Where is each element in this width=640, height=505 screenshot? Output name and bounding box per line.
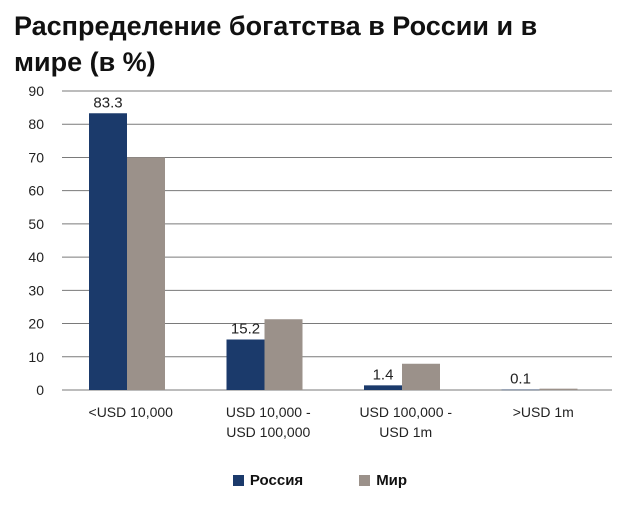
x-category-label-1: USD 10,000 -USD 100,000 [226, 404, 311, 440]
legend-label-world: Мир [376, 472, 408, 489]
bar-world-3 [539, 388, 578, 390]
data-label-russia-3: 0.1 [510, 371, 531, 388]
y-tick-label-80: 80 [28, 116, 44, 132]
y-tick-label-60: 60 [28, 183, 44, 199]
y-tick-label-30: 30 [28, 282, 44, 298]
bar-world-1 [264, 319, 303, 390]
bar-russia-0 [89, 113, 127, 391]
y-tick-label-90: 90 [28, 83, 44, 99]
chart-title: Распределение богатства в России и в мир… [14, 11, 538, 77]
data-label-russia-0: 83.3 [93, 94, 122, 111]
y-tick-label-50: 50 [28, 216, 44, 232]
x-category-label-2: USD 100,000 -USD 1m [359, 404, 452, 440]
bar-russia-1 [226, 339, 265, 390]
bar-world-0 [127, 157, 165, 390]
y-tick-label-20: 20 [28, 316, 44, 332]
legend-swatch-world [359, 475, 371, 486]
y-tick-label-70: 70 [28, 149, 44, 165]
y-tick-label-10: 10 [28, 349, 44, 365]
bar-russia-2 [364, 385, 402, 390]
x-category-label-3: >USD 1m [513, 404, 574, 420]
chart-legend: Россия Мир [0, 472, 640, 489]
bar-world-2 [402, 363, 440, 390]
legend-item-russia: Россия [232, 472, 304, 489]
data-label-russia-2: 1.4 [373, 366, 394, 383]
legend-item-world: Мир [359, 472, 407, 489]
y-tick-label-40: 40 [28, 249, 44, 265]
x-category-label-0: <USD 10,000 [89, 404, 174, 420]
data-label-russia-1: 15.2 [231, 321, 260, 338]
y-tick-label-0: 0 [36, 382, 44, 398]
legend-swatch-russia [232, 475, 244, 486]
legend-label-russia: Россия [249, 472, 304, 489]
bar-russia-3 [501, 389, 540, 391]
